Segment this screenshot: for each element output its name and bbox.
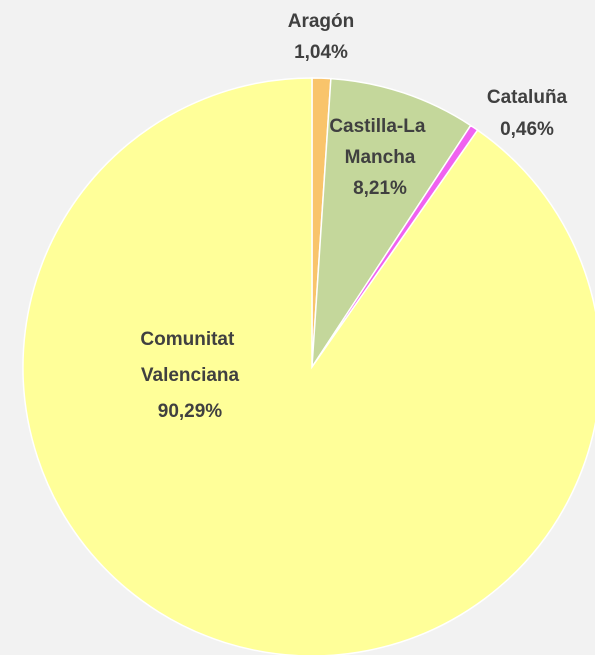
pie-slice bbox=[22, 77, 595, 655]
slice-value-label: 90,29% bbox=[158, 401, 223, 422]
label-line: Comunitat bbox=[140, 329, 239, 350]
label-line: Aragón bbox=[288, 11, 355, 32]
slice-label: Aragón bbox=[288, 11, 355, 32]
pie-slice bbox=[311, 77, 472, 370]
slice-value-label: 8,21% bbox=[353, 178, 407, 199]
slice-value-label: 0,46% bbox=[500, 119, 554, 140]
slice-label: Comunitat Valenciana bbox=[140, 329, 239, 386]
label-line: Valenciana bbox=[141, 365, 240, 386]
label-line: Castilla-La bbox=[329, 116, 430, 137]
label-line: Cataluña bbox=[487, 87, 568, 108]
label-line: Mancha bbox=[345, 147, 416, 168]
slice-label: Castilla-La Mancha bbox=[329, 116, 430, 168]
slice-label: Cataluña bbox=[487, 87, 568, 108]
slice-value-label: 1,04% bbox=[294, 42, 348, 63]
